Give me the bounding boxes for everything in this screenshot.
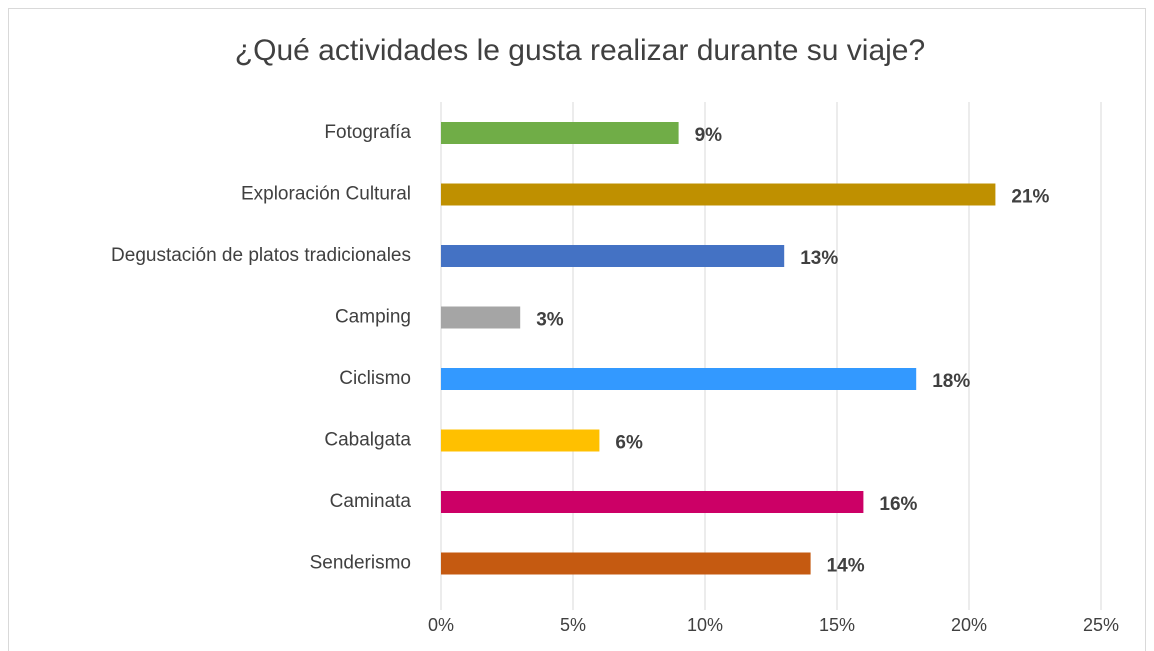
bar (441, 245, 785, 267)
y-tick-label: Cabalgata (324, 430, 411, 451)
x-tick-label: 20% (951, 615, 987, 635)
y-tick-label: Degustación de platos tradicionales (111, 245, 411, 266)
data-label: 6% (615, 433, 643, 454)
chart-border (8, 8, 1146, 651)
x-tick-label: 10% (687, 615, 723, 635)
bar (441, 552, 811, 575)
bar (441, 122, 679, 144)
x-tick-label: 25% (1083, 615, 1119, 635)
data-label: 18% (932, 371, 970, 392)
x-tick-label: 5% (560, 615, 586, 635)
bar (441, 306, 521, 329)
bar (441, 183, 996, 206)
y-tick-label: Senderismo (310, 553, 411, 574)
data-label: 9% (695, 125, 723, 146)
data-label: 14% (827, 556, 865, 577)
y-tick-label: Exploración Cultural (241, 184, 411, 205)
x-tick-label: 0% (428, 615, 454, 635)
chart-title: ¿Qué actividades le gusta realizar duran… (235, 34, 925, 67)
data-label: 13% (800, 248, 838, 269)
data-label: 16% (879, 494, 917, 515)
bar (441, 491, 864, 513)
data-label: 3% (536, 310, 564, 331)
data-label: 21% (1011, 187, 1049, 208)
y-tick-label: Camping (335, 307, 411, 328)
y-tick-label: Caminata (330, 491, 412, 512)
x-tick-label: 15% (819, 615, 855, 635)
bar (441, 368, 917, 390)
bar (441, 429, 600, 452)
y-tick-label: Ciclismo (339, 368, 411, 389)
y-tick-label: Fotografía (324, 122, 411, 143)
